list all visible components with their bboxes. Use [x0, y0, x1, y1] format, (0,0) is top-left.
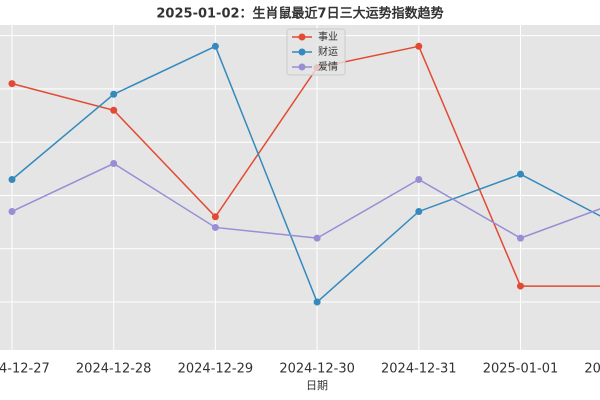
data-point — [8, 207, 16, 215]
x-tick-label: 2025-01-01 — [483, 362, 559, 377]
data-point — [313, 234, 321, 242]
x-tick-label: 2024-12-29 — [178, 362, 254, 377]
x-axis-label: 日期 — [306, 379, 328, 392]
data-point — [211, 223, 219, 231]
x-tick-label: 2024-12-30 — [279, 362, 355, 377]
data-point — [8, 80, 16, 88]
legend-label: 财运 — [318, 45, 338, 58]
legend-label: 爱情 — [318, 60, 338, 73]
legend-marker — [298, 33, 306, 41]
legend-box — [286, 28, 346, 76]
data-point — [415, 176, 423, 184]
plot-background — [0, 25, 600, 350]
chart-title: 2025-01-02：生肖鼠最近7日三大运势指数趋势 — [156, 6, 443, 22]
x-tick-label: 2024-12-28 — [76, 362, 152, 377]
data-point — [517, 170, 524, 178]
data-point — [517, 282, 524, 290]
legend-marker — [298, 48, 306, 56]
legend-label: 事业 — [318, 30, 338, 43]
data-point — [211, 42, 219, 50]
data-point — [110, 90, 118, 98]
x-tick-label: 2024-12-31 — [381, 362, 457, 377]
data-point — [415, 42, 423, 50]
data-point — [415, 207, 423, 215]
data-point — [313, 298, 321, 306]
x-tick-label: 2024-12-27 — [0, 362, 50, 377]
data-point — [110, 106, 118, 114]
x-tick-label: 2025-01-02 — [584, 362, 600, 377]
data-point — [8, 176, 16, 184]
legend-marker — [298, 63, 306, 71]
data-point — [517, 234, 524, 242]
data-point — [211, 213, 219, 221]
data-point — [110, 160, 118, 168]
